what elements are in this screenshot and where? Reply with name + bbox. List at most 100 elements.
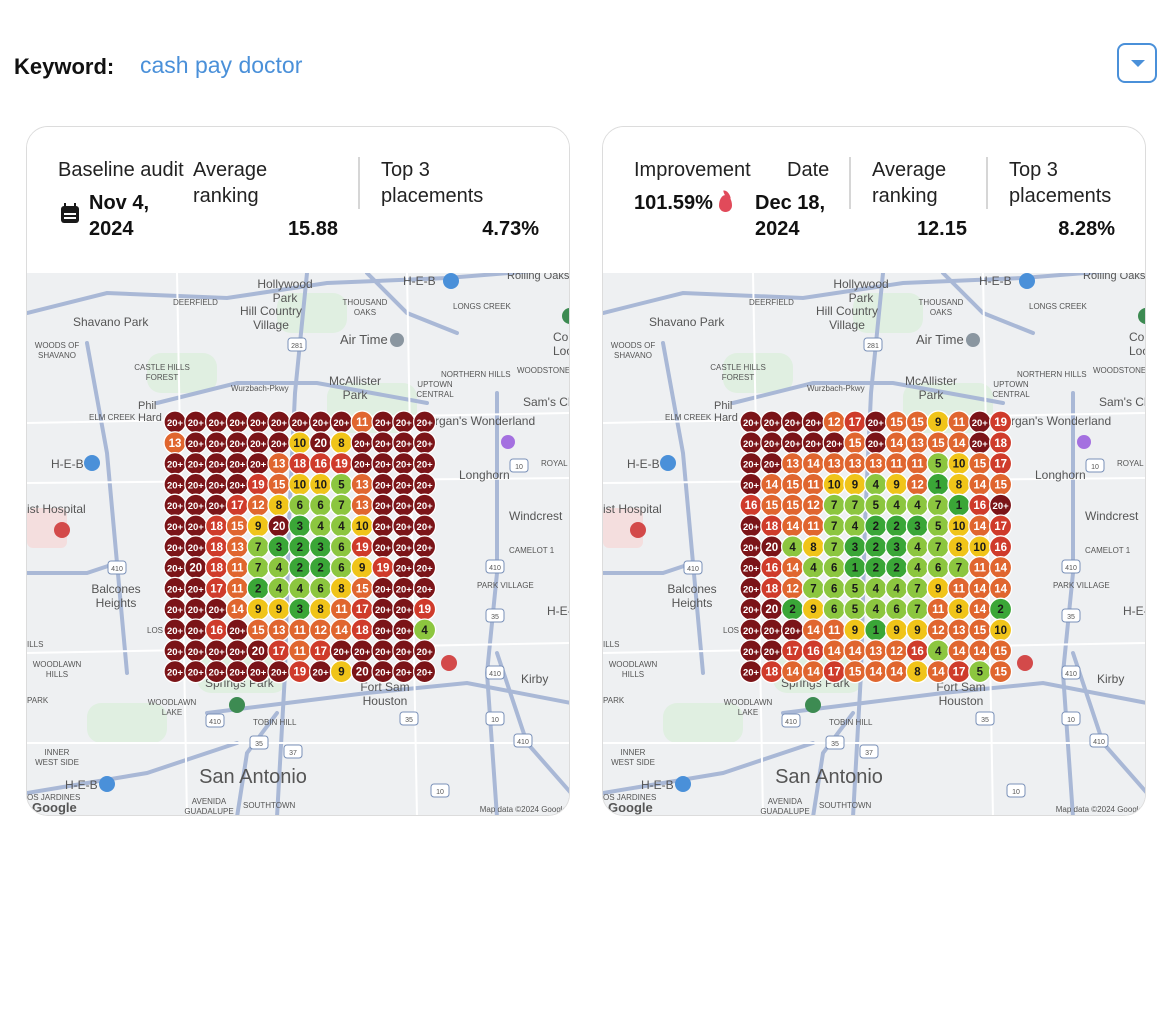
rank-marker[interactable]: 12 bbox=[308, 618, 333, 642]
rank-marker[interactable]: 4 bbox=[905, 535, 930, 559]
rank-marker[interactable]: 2 bbox=[288, 535, 312, 559]
rank-marker[interactable]: 20+ bbox=[163, 639, 187, 663]
rank-marker[interactable]: 15 bbox=[988, 659, 1013, 684]
rank-marker[interactable]: 20+ bbox=[163, 597, 187, 621]
rank-marker[interactable]: 20+ bbox=[739, 472, 763, 497]
rank-marker[interactable]: 12 bbox=[884, 639, 909, 663]
rank-marker[interactable]: 19 bbox=[246, 472, 270, 497]
rank-marker[interactable]: 20+ bbox=[739, 451, 763, 476]
rank-marker[interactable]: 20+ bbox=[739, 555, 763, 580]
rank-marker[interactable]: 17 bbox=[947, 659, 971, 684]
rank-marker[interactable]: 18 bbox=[760, 514, 784, 538]
rank-marker[interactable]: 15 bbox=[905, 410, 930, 434]
rank-marker[interactable]: 20+ bbox=[739, 597, 763, 621]
rank-marker[interactable]: 17 bbox=[225, 493, 250, 517]
rank-marker[interactable]: 20+ bbox=[204, 451, 229, 476]
rank-marker[interactable]: 20 bbox=[760, 535, 784, 559]
rank-marker[interactable]: 7 bbox=[947, 555, 971, 580]
rank-marker[interactable]: 13 bbox=[225, 535, 250, 559]
rank-marker[interactable]: 14 bbox=[968, 639, 992, 663]
rank-marker[interactable]: 20+ bbox=[350, 431, 374, 455]
rank-marker[interactable]: 2 bbox=[988, 597, 1013, 621]
rank-marker[interactable]: 8 bbox=[947, 472, 971, 497]
rank-marker[interactable]: 20 bbox=[308, 431, 333, 455]
rank-marker[interactable]: 12 bbox=[780, 576, 805, 601]
rank-marker[interactable]: 4 bbox=[780, 535, 805, 559]
rank-marker[interactable]: 14 bbox=[780, 659, 805, 684]
rank-marker[interactable]: 20+ bbox=[988, 493, 1013, 517]
rank-marker[interactable]: 13 bbox=[864, 639, 888, 663]
rank-marker[interactable]: 6 bbox=[822, 555, 846, 580]
rank-marker[interactable]: 2 bbox=[864, 535, 888, 559]
rank-marker[interactable]: 6 bbox=[884, 597, 909, 621]
rank-marker[interactable]: 4 bbox=[843, 514, 867, 538]
rank-marker[interactable]: 11 bbox=[968, 555, 992, 580]
rank-marker[interactable]: 20+ bbox=[739, 514, 763, 538]
rank-marker[interactable]: 20+ bbox=[371, 597, 395, 621]
rank-marker[interactable]: 20+ bbox=[225, 618, 250, 642]
rank-marker[interactable]: 20+ bbox=[184, 597, 208, 621]
rank-marker[interactable]: 20+ bbox=[204, 472, 229, 497]
rank-marker[interactable]: 20+ bbox=[412, 451, 437, 476]
rank-marker[interactable]: 13 bbox=[267, 618, 291, 642]
rank-marker[interactable]: 7 bbox=[822, 514, 846, 538]
rank-marker[interactable]: 14 bbox=[760, 472, 784, 497]
rank-marker[interactable]: 11 bbox=[288, 639, 312, 663]
rank-marker[interactable]: 5 bbox=[926, 451, 950, 476]
rank-marker[interactable]: 19 bbox=[329, 451, 354, 476]
rank-marker[interactable]: 14 bbox=[926, 659, 950, 684]
rank-marker[interactable]: 13 bbox=[350, 472, 374, 497]
rank-marker[interactable]: 20+ bbox=[163, 659, 187, 684]
rank-marker[interactable]: 19 bbox=[288, 659, 312, 684]
rank-marker[interactable]: 7 bbox=[926, 493, 950, 517]
rank-marker[interactable]: 6 bbox=[308, 493, 333, 517]
rank-marker[interactable]: 20+ bbox=[412, 535, 437, 559]
rank-marker[interactable]: 13 bbox=[163, 431, 187, 455]
rank-marker[interactable]: 3 bbox=[267, 535, 291, 559]
rank-marker[interactable]: 6 bbox=[926, 555, 950, 580]
rank-marker[interactable]: 20+ bbox=[780, 618, 805, 642]
rank-marker[interactable]: 10 bbox=[288, 431, 312, 455]
rank-marker[interactable]: 15 bbox=[780, 493, 805, 517]
rank-marker[interactable]: 16 bbox=[905, 639, 930, 663]
rank-marker[interactable]: 20+ bbox=[739, 431, 763, 455]
rank-marker[interactable]: 20+ bbox=[184, 472, 208, 497]
rank-marker[interactable]: 20+ bbox=[184, 659, 208, 684]
rank-marker[interactable]: 8 bbox=[329, 576, 354, 601]
rank-marker[interactable]: 20+ bbox=[371, 451, 395, 476]
rank-marker[interactable]: 17 bbox=[308, 639, 333, 663]
rank-marker[interactable]: 9 bbox=[905, 618, 930, 642]
rank-marker[interactable]: 20+ bbox=[246, 410, 270, 434]
rank-marker[interactable]: 20+ bbox=[184, 639, 208, 663]
rank-marker[interactable]: 20+ bbox=[225, 639, 250, 663]
rank-marker[interactable]: 20+ bbox=[739, 639, 763, 663]
rank-marker[interactable]: 20+ bbox=[412, 555, 437, 580]
rank-marker[interactable]: 5 bbox=[843, 576, 867, 601]
rank-marker[interactable]: 6 bbox=[329, 555, 354, 580]
rank-marker[interactable]: 10 bbox=[947, 451, 971, 476]
rank-marker[interactable]: 20+ bbox=[184, 410, 208, 434]
rank-marker[interactable]: 13 bbox=[843, 451, 867, 476]
rank-marker[interactable]: 20+ bbox=[392, 451, 416, 476]
rank-marker[interactable]: 20+ bbox=[412, 431, 437, 455]
rank-marker[interactable]: 4 bbox=[412, 618, 437, 642]
rank-marker[interactable]: 6 bbox=[822, 597, 846, 621]
rank-marker[interactable]: 6 bbox=[822, 576, 846, 601]
keyword-value[interactable]: cash pay doctor bbox=[140, 52, 303, 78]
rank-marker[interactable]: 9 bbox=[926, 576, 950, 601]
rank-marker[interactable]: 2 bbox=[246, 576, 270, 601]
rank-marker[interactable]: 20+ bbox=[392, 410, 416, 434]
rank-marker[interactable]: 11 bbox=[884, 451, 909, 476]
rank-marker[interactable]: 20+ bbox=[204, 639, 229, 663]
rank-marker[interactable]: 13 bbox=[947, 618, 971, 642]
rank-marker[interactable]: 3 bbox=[288, 514, 312, 538]
rank-marker[interactable]: 20+ bbox=[371, 514, 395, 538]
rank-marker[interactable]: 20+ bbox=[371, 576, 395, 601]
rank-marker[interactable]: 17 bbox=[988, 451, 1013, 476]
rank-marker[interactable]: 20+ bbox=[204, 659, 229, 684]
rank-marker[interactable]: 14 bbox=[329, 618, 354, 642]
rank-marker[interactable]: 20+ bbox=[204, 431, 229, 455]
rank-marker[interactable]: 7 bbox=[246, 555, 270, 580]
rank-marker[interactable]: 20 bbox=[760, 597, 784, 621]
rank-marker[interactable]: 20+ bbox=[225, 472, 250, 497]
